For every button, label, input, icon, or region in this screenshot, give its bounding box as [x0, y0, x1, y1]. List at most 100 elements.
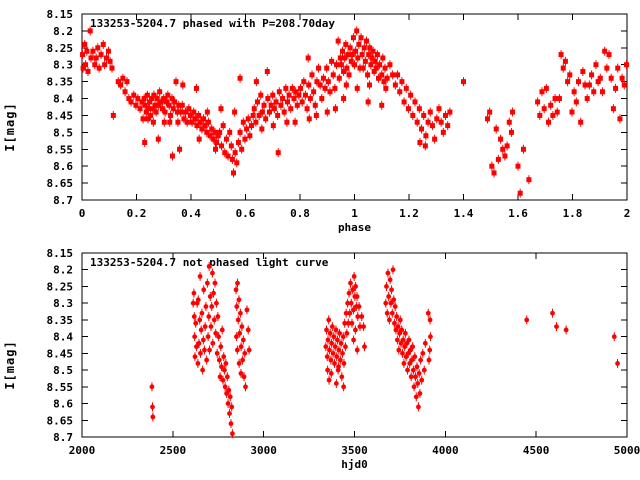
data-point: [348, 300, 354, 306]
data-point: [573, 99, 579, 105]
data-point: [366, 52, 372, 58]
data-point: [205, 334, 211, 340]
data-point: [309, 72, 315, 78]
data-point: [200, 337, 206, 343]
data-point: [275, 112, 281, 118]
data-point: [226, 387, 232, 393]
data-point: [212, 280, 218, 286]
data-point: [173, 79, 179, 85]
y-tick-label: 8.25: [47, 42, 74, 55]
data-point: [335, 38, 341, 44]
data-point: [228, 143, 234, 149]
y-tick-label: 8.4: [53, 331, 73, 344]
data-point: [504, 143, 510, 149]
data-point: [558, 52, 564, 58]
data-point: [222, 384, 228, 390]
data-point: [343, 344, 348, 350]
data-point: [394, 314, 400, 319]
data-point: [397, 89, 403, 95]
data-point: [327, 347, 332, 353]
data-point: [191, 109, 197, 115]
x-tick-label: 3500: [341, 444, 368, 457]
data-point: [541, 106, 547, 112]
data-point: [325, 367, 331, 373]
data-point: [359, 314, 365, 319]
data-point: [326, 317, 332, 323]
plot-title: 133253-5204.7 phased with P=208.70day: [90, 17, 335, 30]
data-point: [417, 391, 423, 396]
data-point: [324, 354, 330, 360]
data-point: [292, 119, 298, 125]
x-tick-label: 2: [624, 207, 631, 220]
data-point: [237, 330, 243, 336]
data-point: [413, 374, 418, 380]
data-point: [356, 41, 362, 47]
data-point: [345, 52, 351, 58]
data-point: [388, 300, 394, 306]
data-point: [95, 45, 101, 51]
data-point: [336, 75, 342, 81]
data-point: [261, 102, 267, 108]
data-point: [606, 52, 612, 58]
data-point: [617, 116, 623, 122]
data-point: [379, 102, 385, 108]
data-point: [196, 112, 202, 118]
data-point: [293, 89, 299, 95]
data-point: [341, 96, 347, 102]
data-point: [118, 82, 124, 88]
data-point: [337, 357, 343, 363]
data-point: [343, 82, 349, 88]
data-point: [445, 123, 451, 129]
data-point: [169, 153, 175, 159]
data-point: [195, 361, 201, 366]
data-point: [390, 267, 396, 273]
data-point: [198, 327, 204, 333]
data-point: [327, 89, 333, 95]
data-point: [242, 136, 248, 142]
data-point: [296, 92, 302, 98]
data-point: [495, 156, 501, 162]
data-point: [575, 79, 581, 85]
data-point: [214, 300, 219, 306]
x-tick-label: 2000: [69, 444, 96, 457]
data-point: [149, 384, 155, 390]
data-point: [334, 354, 340, 360]
data-point: [172, 99, 178, 105]
data-point: [380, 55, 386, 61]
data-point: [390, 72, 396, 78]
data-point: [414, 119, 420, 125]
data-point: [353, 284, 358, 289]
data-point: [389, 310, 395, 316]
data-point: [330, 72, 336, 78]
data-point: [210, 136, 216, 142]
data-point: [489, 163, 495, 169]
data-point: [392, 82, 398, 88]
y-tick-label: 8.35: [47, 76, 74, 89]
data-point: [276, 89, 282, 95]
data-point: [227, 411, 232, 416]
data-point: [197, 274, 203, 279]
data-point: [286, 92, 292, 98]
data-point: [408, 92, 414, 98]
data-point: [582, 82, 588, 88]
data-point: [278, 102, 284, 108]
data-point: [245, 327, 251, 333]
data-point: [191, 314, 197, 319]
data-point: [189, 119, 195, 125]
data-point: [196, 136, 202, 142]
data-point: [320, 75, 326, 81]
data-point: [235, 280, 240, 286]
data-point: [155, 102, 161, 108]
data-point: [100, 41, 106, 47]
data-point: [163, 99, 169, 105]
data-point: [410, 367, 416, 373]
data-point: [92, 62, 98, 68]
data-point: [266, 109, 272, 115]
data-point: [235, 140, 241, 146]
data-point: [305, 55, 311, 61]
data-point: [567, 72, 573, 78]
data-point: [339, 374, 345, 380]
data-point: [253, 79, 259, 85]
data-point: [374, 52, 380, 58]
data-point: [325, 79, 331, 85]
